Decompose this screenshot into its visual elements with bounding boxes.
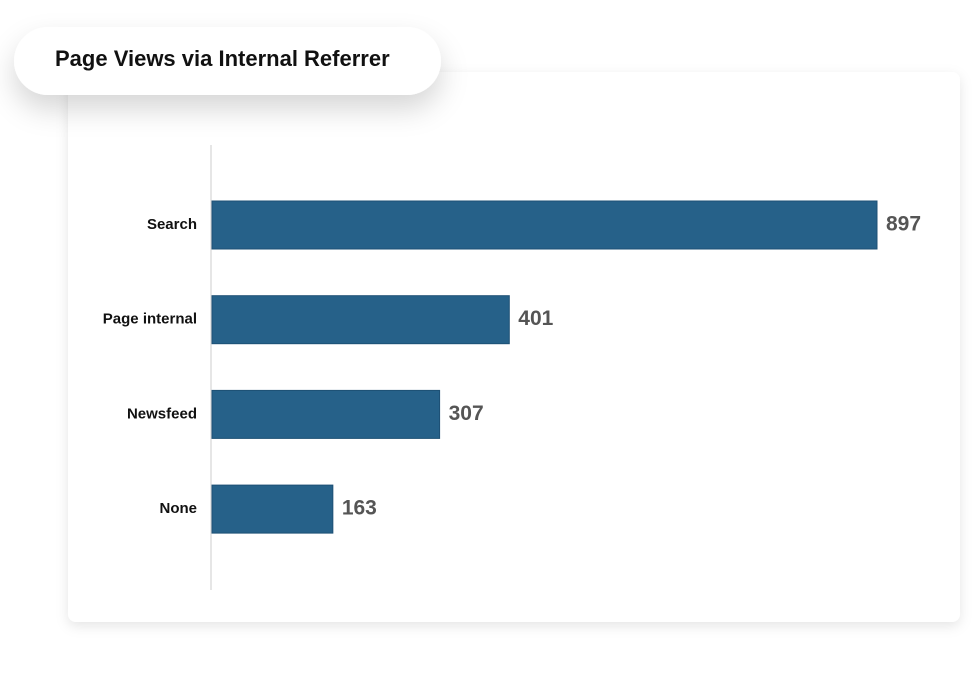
bar <box>211 484 334 534</box>
value-label: 307 <box>449 402 484 425</box>
chart-title: Page Views via Internal Referrer <box>55 46 390 71</box>
value-label: 401 <box>518 307 553 330</box>
category-label: Newsfeed <box>127 405 197 422</box>
category-label: Page internal <box>103 311 197 328</box>
category-label: Search <box>147 216 197 233</box>
value-label: 163 <box>342 497 377 520</box>
category-label: None <box>160 500 198 517</box>
bar <box>211 389 441 439</box>
bar <box>211 295 510 345</box>
card <box>68 72 960 622</box>
plot-area: Search 897 Page internal 401 Newsfeed 307 None… <box>103 200 921 534</box>
value-label: 897 <box>886 213 921 236</box>
title-pill <box>14 27 441 95</box>
bar <box>211 200 878 250</box>
